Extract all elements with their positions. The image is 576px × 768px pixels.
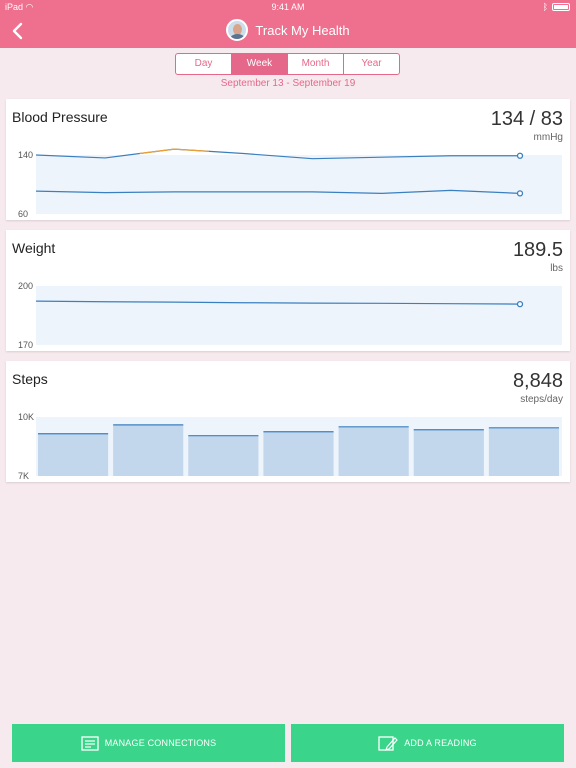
page-title: Track My Health <box>255 22 350 38</box>
y-tick-label: 140 <box>18 150 33 160</box>
y-tick-label: 200 <box>18 281 33 291</box>
steps-chart: 10K 7K <box>18 412 562 481</box>
data-point <box>516 152 524 159</box>
data-point <box>516 190 524 197</box>
add-reading-label: ADD A READING <box>404 738 477 748</box>
avatar[interactable] <box>226 19 249 41</box>
connections-icon <box>81 735 99 751</box>
data-point <box>516 300 524 308</box>
manage-connections-label: MANAGE CONNECTIONS <box>104 738 217 748</box>
tab-month[interactable]: Month <box>288 54 344 74</box>
card-value: 189.5 <box>512 239 563 261</box>
y-tick-label: 7K <box>18 471 29 481</box>
plot-area <box>36 155 562 214</box>
steps-card[interactable]: 10K 7K Steps 8,848 steps/day <box>6 361 570 482</box>
tab-day[interactable]: Day <box>176 54 232 74</box>
add-reading-button[interactable]: ADD A READING <box>291 724 564 762</box>
y-tick-label: 170 <box>18 340 33 350</box>
back-button[interactable] <box>8 20 28 42</box>
card-title: Blood Pressure <box>12 109 108 125</box>
card-unit: mmHg <box>533 132 563 143</box>
card-unit: lbs <box>550 263 563 274</box>
blood-pressure-chart: 140 60 <box>18 148 562 219</box>
manage-connections-button[interactable]: MANAGE CONNECTIONS <box>12 724 285 762</box>
bar <box>413 429 484 476</box>
tab-week[interactable]: Week <box>232 54 288 74</box>
status-bar: iPad ◠ 9:41 AM ᛒ <box>0 0 576 14</box>
weight-card[interactable]: 200 170 Weight 189.5 lbs <box>6 230 570 351</box>
carrier-label: iPad ◠ <box>5 2 34 12</box>
series-highlight <box>139 148 209 155</box>
bar <box>38 433 109 476</box>
chevron-left-icon <box>12 22 23 40</box>
nav-bar: Track My Health <box>0 14 576 48</box>
card-value: 134 / 83 <box>490 108 563 130</box>
blood-pressure-card[interactable]: 140 60 Blood Pressure 134 / 83 mmHg <box>6 99 570 220</box>
plot-area <box>36 286 562 345</box>
weight-chart: 200 170 <box>18 281 562 350</box>
card-title: Weight <box>12 240 56 256</box>
y-tick-label: 60 <box>18 209 28 219</box>
battery-icon <box>552 3 570 11</box>
edit-note-icon <box>378 735 399 751</box>
bar <box>488 427 559 476</box>
bluetooth-icon: ᛒ <box>542 2 548 12</box>
card-unit: steps/day <box>520 394 563 405</box>
y-tick-label: 10K <box>18 412 34 422</box>
series-line <box>35 300 521 305</box>
bar <box>188 435 259 476</box>
status-time: 9:41 AM <box>271 2 305 12</box>
bar <box>338 426 409 476</box>
card-value: 8,848 <box>512 370 563 392</box>
bar <box>113 424 184 476</box>
series-line <box>35 189 521 194</box>
tab-year[interactable]: Year <box>361 58 382 69</box>
date-range: September 13 - September 19 <box>220 78 356 89</box>
series-line <box>35 148 520 160</box>
bar <box>263 431 334 476</box>
status-right: ᛒ <box>543 2 570 12</box>
card-title: Steps <box>12 371 48 387</box>
period-segmented-control: Day Week Month Year <box>175 53 400 75</box>
